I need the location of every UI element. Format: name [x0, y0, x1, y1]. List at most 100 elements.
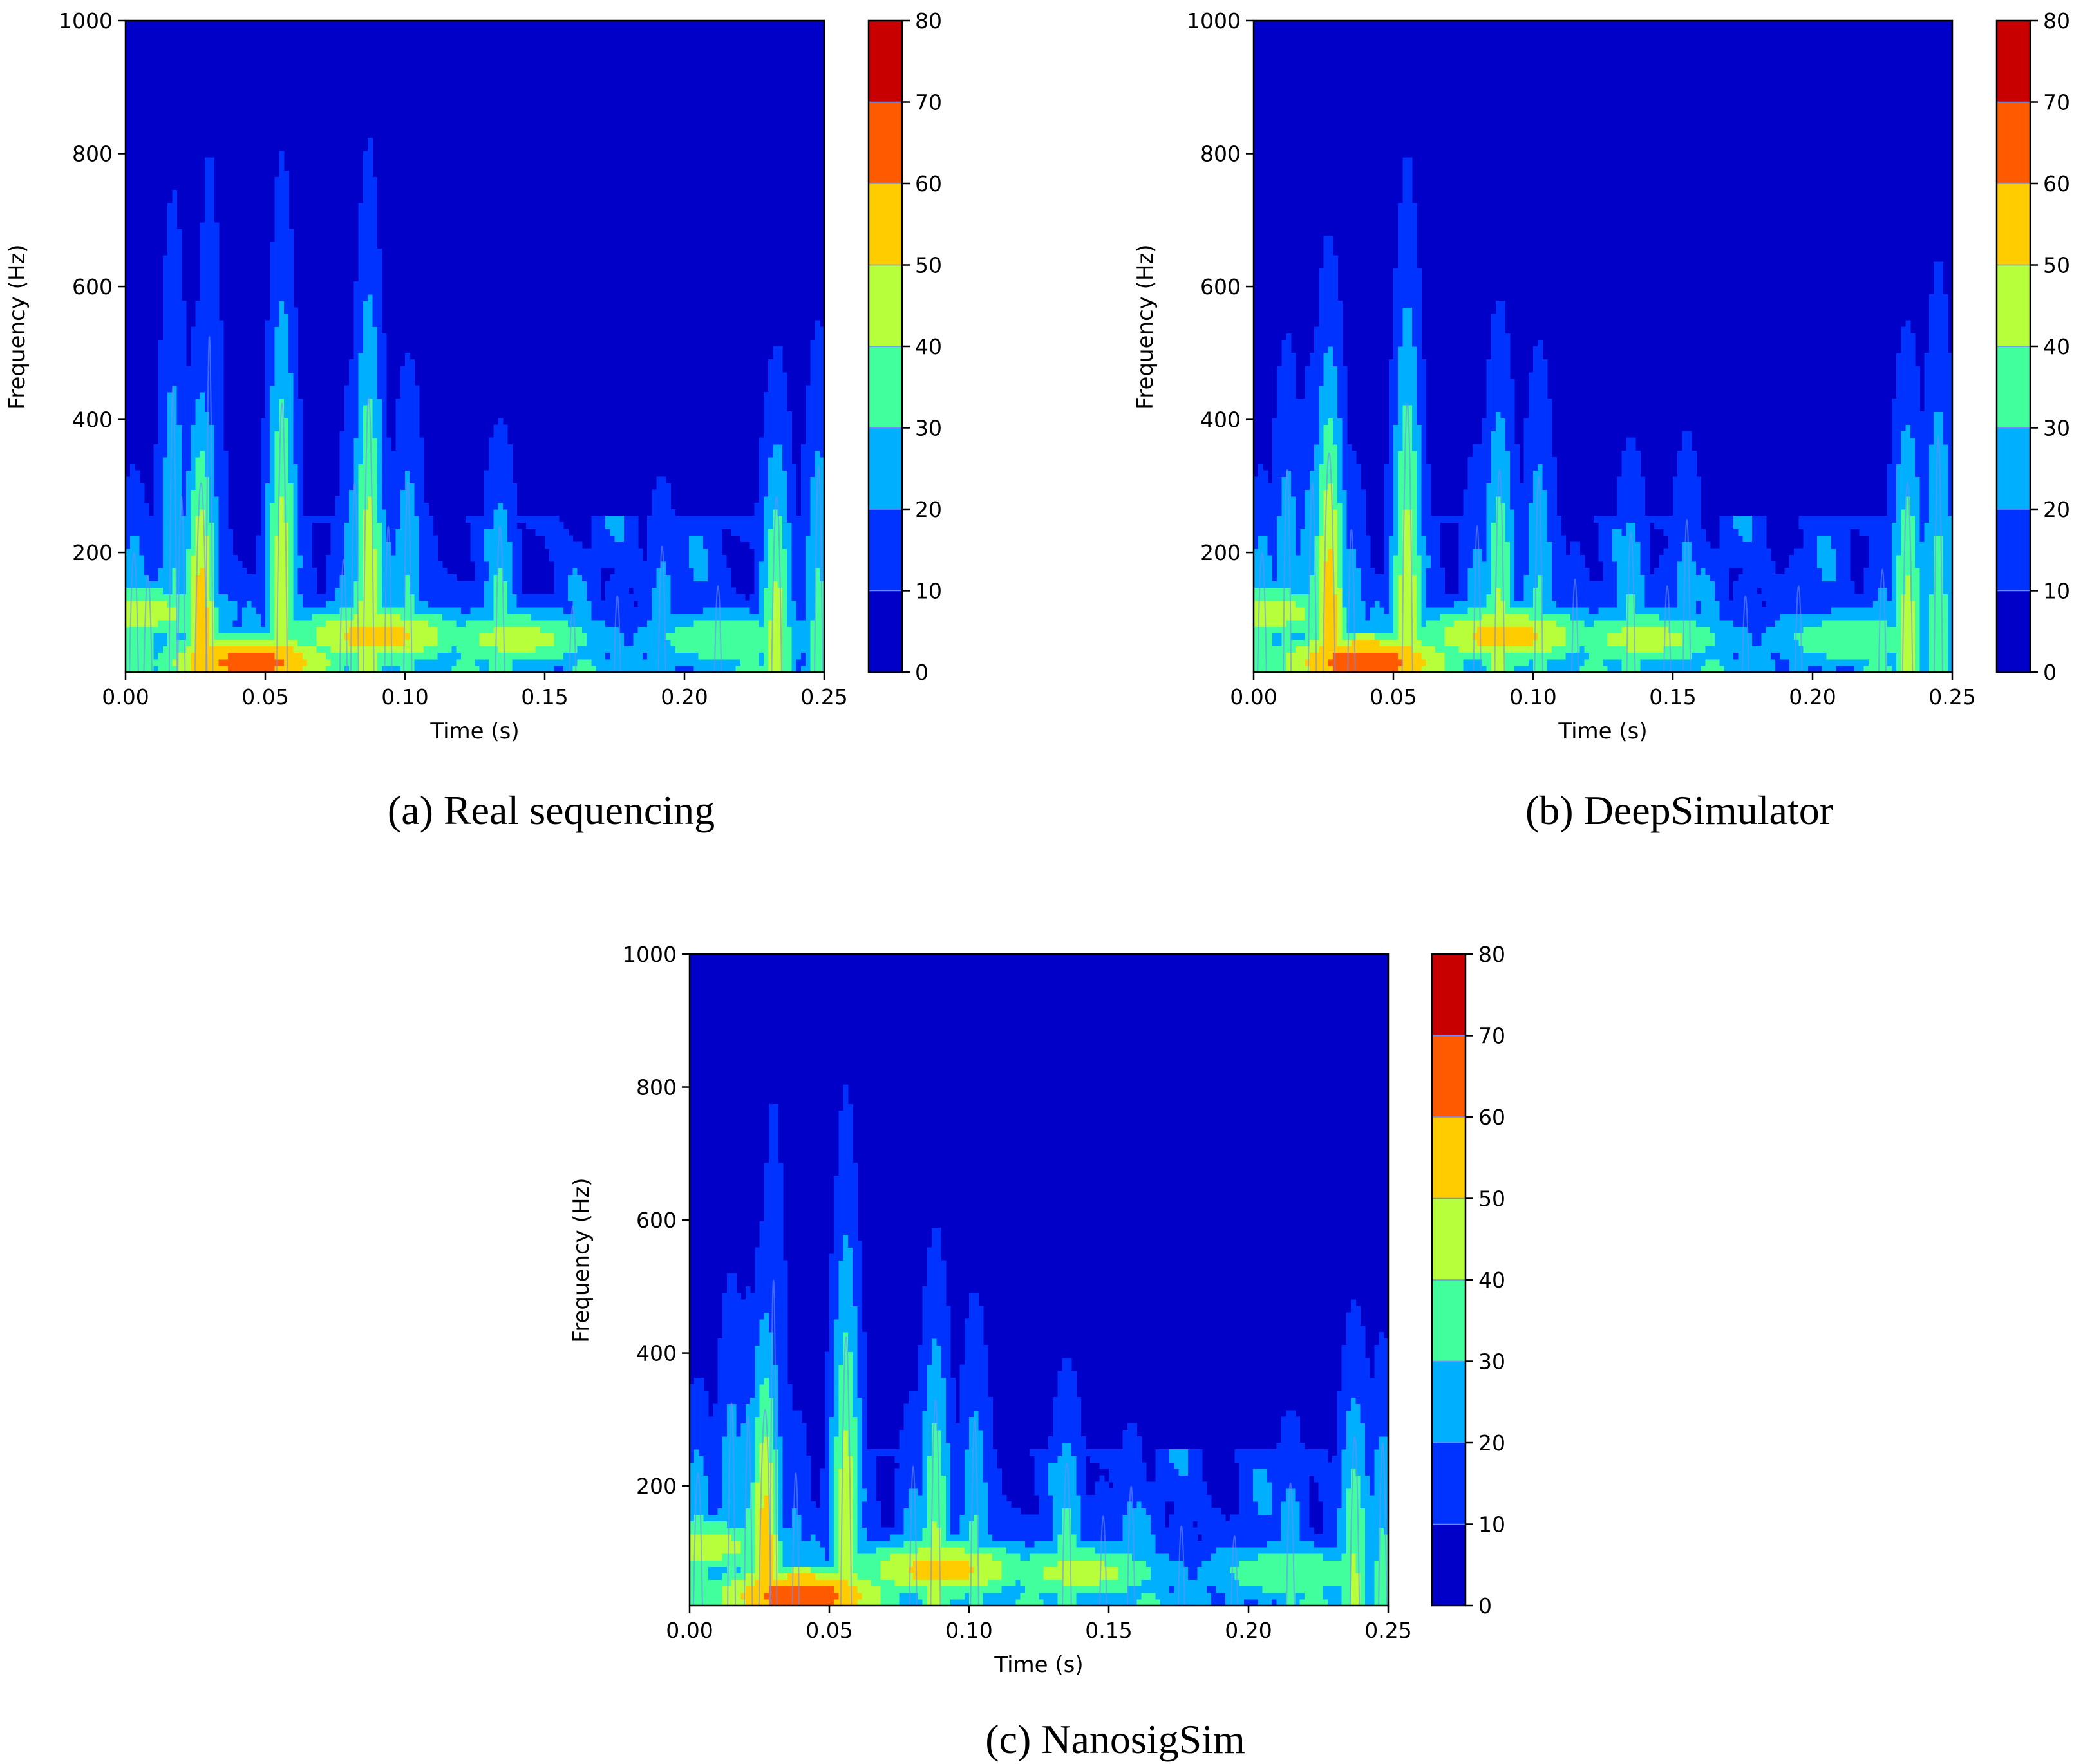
heatmap-cell [987, 1397, 993, 1535]
heatmap-cell [1104, 1481, 1109, 1541]
heatmap-cell [1682, 659, 1688, 673]
x-tick-label: 0.10 [381, 684, 428, 709]
heatmap-cell [1127, 1501, 1133, 1554]
heatmap-cell [1276, 1592, 1282, 1606]
heatmap-cell [829, 1579, 834, 1587]
heatmap-cell [1817, 626, 1823, 653]
heatmap-cell [1491, 626, 1496, 647]
heatmap-cell [1715, 600, 1720, 660]
heatmap-cell [283, 418, 289, 523]
heatmap-cell [237, 633, 243, 640]
heatmap-cell [507, 613, 513, 627]
heatmap-cell [1509, 646, 1515, 653]
heatmap-cell [619, 633, 625, 673]
heatmap-cell [1145, 1579, 1151, 1593]
heatmap-cell [549, 620, 555, 633]
heatmap-cell [690, 1462, 695, 1522]
heatmap-cell [493, 509, 499, 575]
heatmap-cell [577, 626, 583, 647]
heatmap-cell [1290, 639, 1296, 653]
heatmap-cell [824, 1566, 830, 1573]
heatmap-cell [997, 1560, 1003, 1581]
heatmap-cell [1206, 1592, 1212, 1606]
heatmap-cell [885, 1540, 891, 1548]
heatmap-cell [153, 581, 159, 588]
heatmap-cell [1701, 665, 1706, 673]
heatmap-cell [423, 613, 429, 621]
heatmap-cell [1300, 639, 1306, 647]
heatmap-cell [1486, 483, 1492, 595]
heatmap-cell [1253, 1546, 1259, 1561]
heatmap-cell [1305, 594, 1310, 647]
heatmap-cell [1379, 639, 1385, 647]
heatmap-cell [423, 620, 429, 647]
heatmap-cell [1323, 1560, 1328, 1587]
heatmap-cell [1826, 516, 1832, 536]
heatmap-cell [843, 1331, 849, 1431]
heatmap-cell [908, 1391, 914, 1489]
heatmap-cell [731, 620, 737, 660]
heatmap-cell [740, 1599, 746, 1606]
heatmap-cell [428, 613, 433, 627]
heatmap-cell [1458, 620, 1464, 653]
heatmap-cell [1757, 516, 1762, 588]
heatmap-cell [740, 620, 746, 673]
heatmap-cell [1164, 1527, 1170, 1554]
heatmap-cell [1528, 502, 1534, 608]
heatmap-cell [703, 1475, 709, 1522]
heatmap-cell [414, 613, 420, 621]
heatmap-cell [1938, 261, 1944, 412]
heatmap-cell [577, 541, 583, 575]
heatmap-cell [540, 620, 545, 633]
heatmap-cell [890, 1553, 895, 1581]
heatmap-cell [256, 652, 261, 673]
heatmap-cell [834, 1599, 840, 1606]
heatmap-cell [642, 652, 648, 660]
spike-contour [1283, 469, 1292, 673]
heatmap-cell [1337, 301, 1343, 418]
x-tick-label: 0.10 [1509, 684, 1556, 709]
colorbar-tick-label: 80 [2043, 8, 2070, 33]
spike-contour [168, 386, 178, 673]
heatmap-cell [1565, 554, 1571, 608]
heatmap-cell [1319, 385, 1324, 464]
heatmap-cell [918, 1560, 923, 1581]
heatmap-cell [344, 522, 350, 608]
heatmap-cell [475, 659, 480, 666]
heatmap-cell [1001, 1546, 1007, 1587]
heatmap-cell [642, 561, 648, 627]
spike-contour [758, 1409, 772, 1606]
heatmap-cell [302, 665, 308, 673]
heatmap-cell [1547, 541, 1552, 614]
heatmap-cell [815, 568, 820, 673]
heatmap-cell [1374, 1345, 1380, 1450]
heatmap-cell [722, 1534, 728, 1554]
heatmap-cell [763, 587, 769, 673]
heatmap-cell [1383, 1436, 1389, 1535]
heatmap-cell [1290, 1410, 1296, 1489]
heatmap-cell [736, 1566, 742, 1573]
heatmap-cell [736, 1293, 742, 1437]
heatmap-cell [890, 1579, 895, 1606]
heatmap-cell [126, 626, 131, 673]
heatmap-cell [460, 613, 466, 627]
heatmap-cell [176, 424, 182, 595]
heatmap-cell [1402, 307, 1408, 406]
colorbar-swatch [1432, 1117, 1465, 1199]
heatmap-cell [1276, 1553, 1282, 1593]
heatmap-cell [1388, 646, 1394, 653]
heatmap-cell [987, 1546, 993, 1554]
heatmap-cell [1528, 652, 1534, 660]
heatmap-cell [1290, 620, 1296, 633]
heatmap-cell [330, 516, 336, 601]
heatmap-cell [1617, 633, 1623, 647]
colorbar-swatch [869, 265, 902, 347]
heatmap-cell [997, 1546, 1003, 1561]
heatmap-cell [642, 626, 648, 653]
heatmap-cell [1757, 646, 1762, 673]
heatmap-cell [698, 581, 704, 614]
heatmap-cell [1174, 1560, 1180, 1606]
heatmap-cell [903, 1586, 909, 1593]
heatmap-cell [1309, 1449, 1314, 1476]
heatmap-cell [1332, 1546, 1338, 1561]
